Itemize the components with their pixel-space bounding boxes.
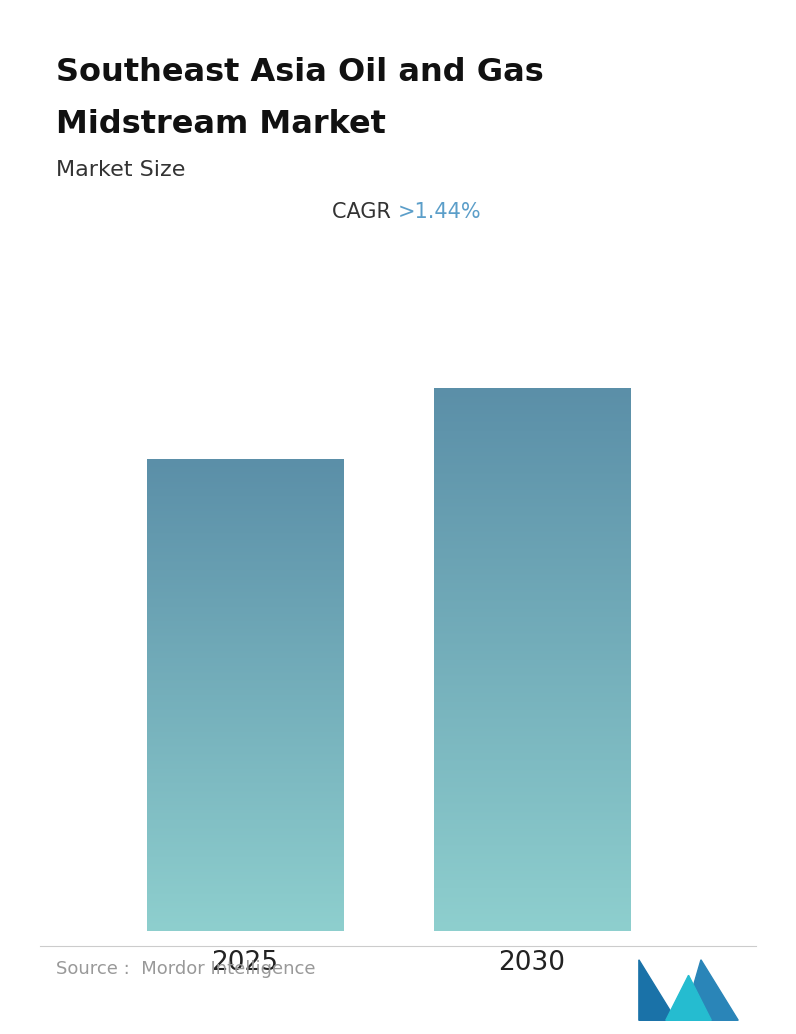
Text: Market Size: Market Size xyxy=(56,160,185,180)
Polygon shape xyxy=(684,960,738,1021)
Polygon shape xyxy=(639,960,676,1021)
Polygon shape xyxy=(665,975,712,1021)
Text: Source :  Mordor Intelligence: Source : Mordor Intelligence xyxy=(56,960,315,977)
Text: CAGR: CAGR xyxy=(333,202,398,221)
Text: Midstream Market: Midstream Market xyxy=(56,109,385,140)
Text: >1.44%: >1.44% xyxy=(398,202,482,221)
Text: Southeast Asia Oil and Gas: Southeast Asia Oil and Gas xyxy=(56,57,544,88)
